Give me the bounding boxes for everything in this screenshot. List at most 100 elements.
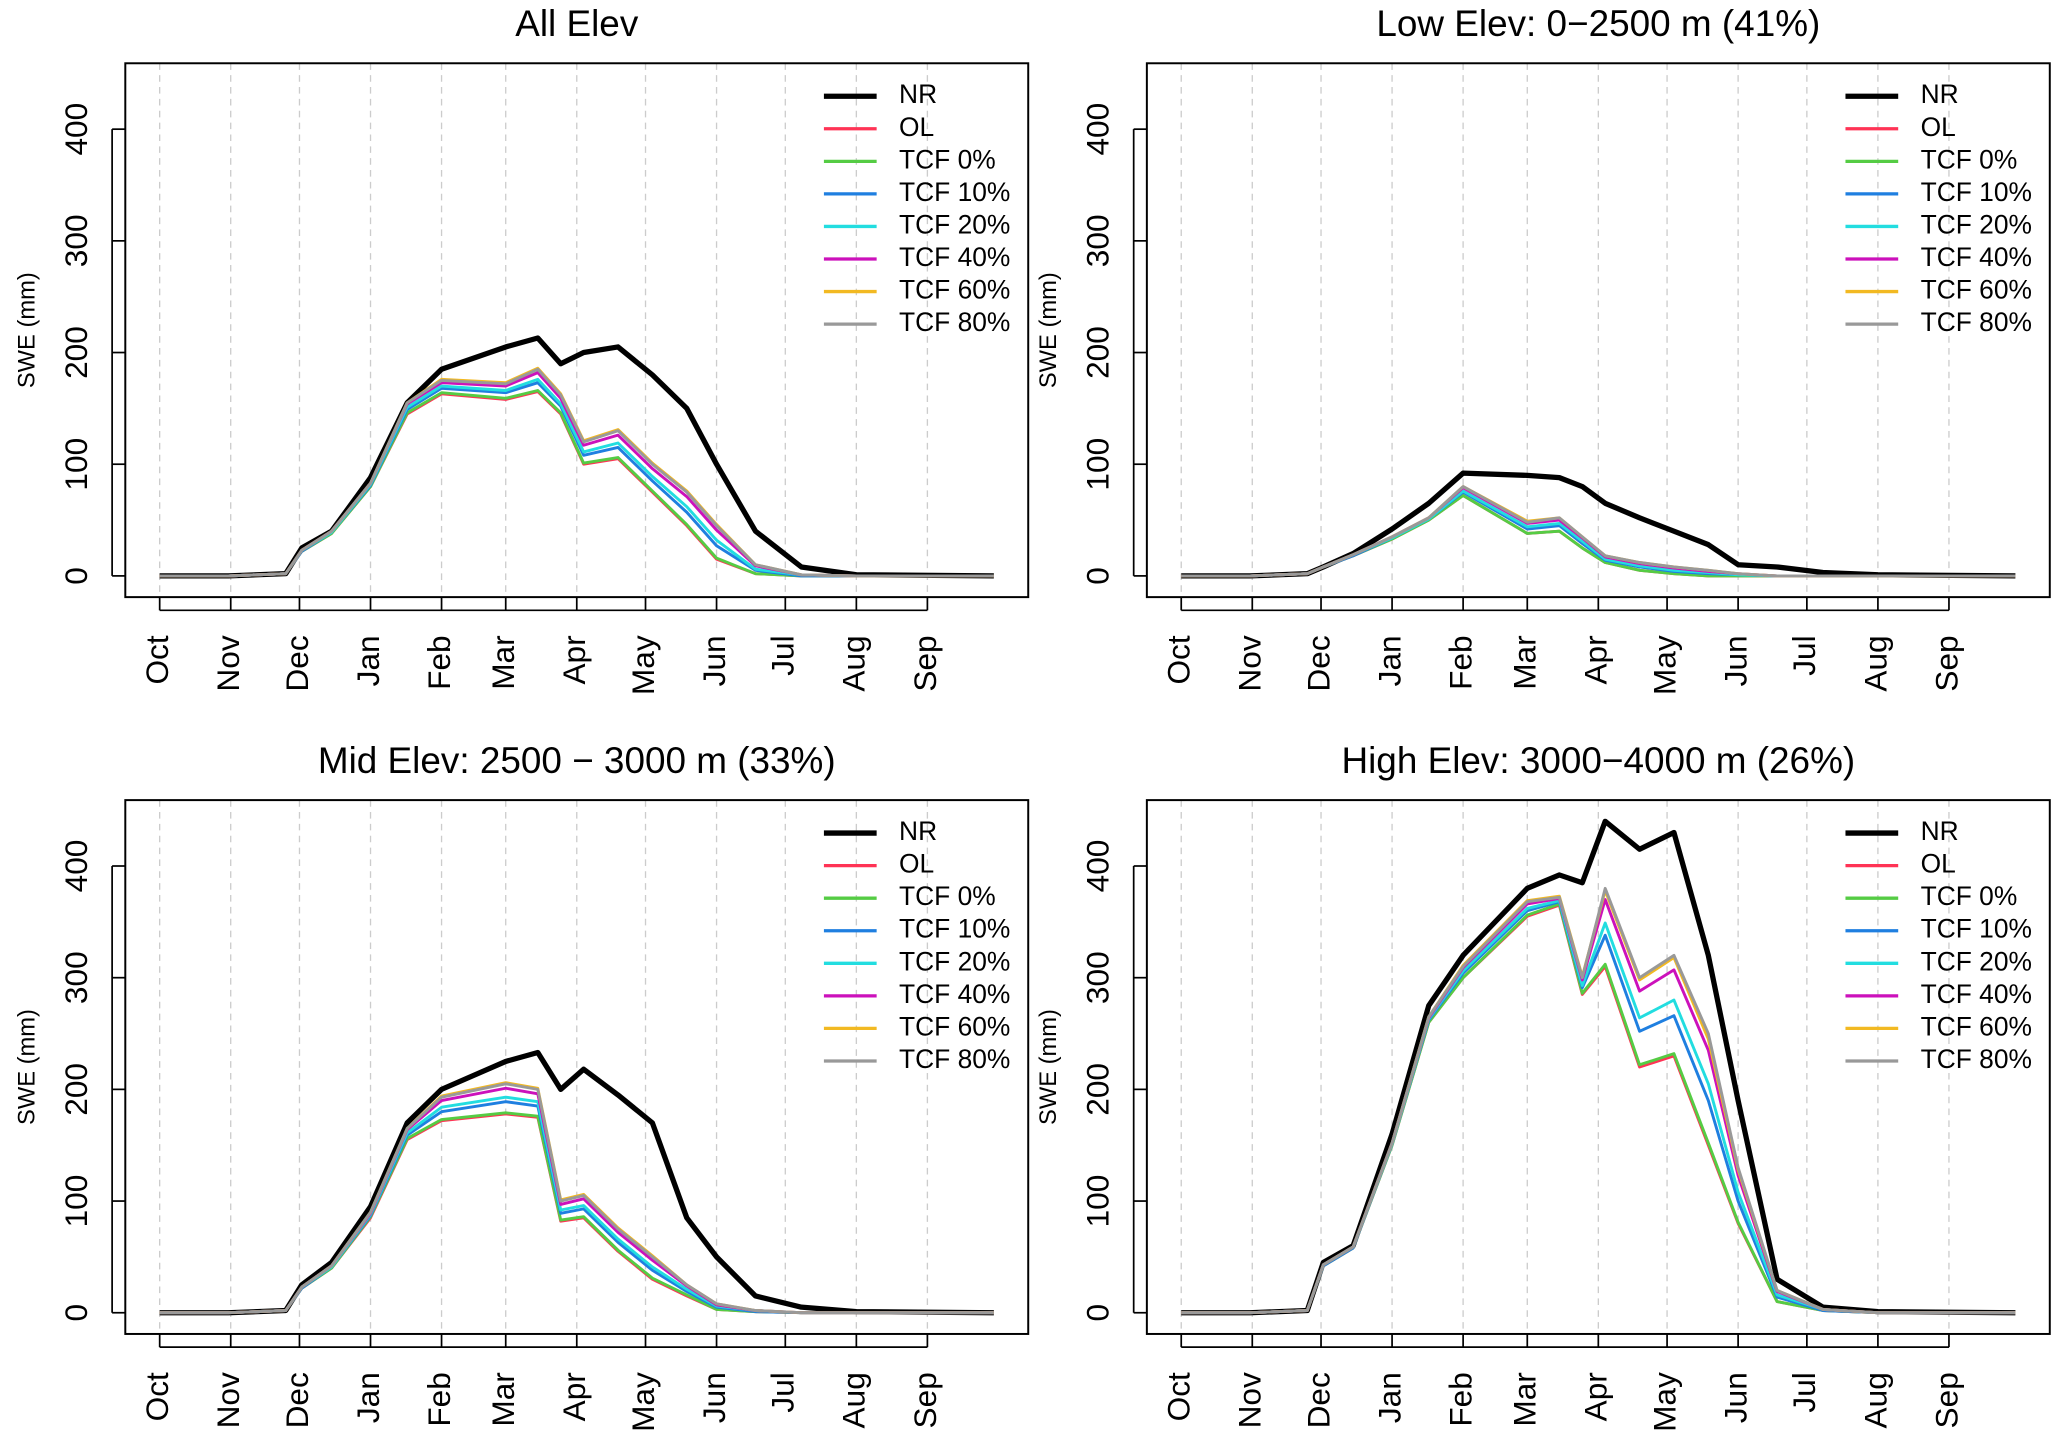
legend-label: TCF 80% [899,1044,1010,1074]
x-tick-label: Mar [1507,635,1543,689]
x-tick-label: May [625,1372,661,1432]
series-line [1181,818,2016,1316]
x-tick-label: Sep [1928,1372,1964,1428]
panel: All Elev SWE (mm) Oct Nov Dec Jan Feb Mar Apr May… [14,3,1030,695]
x-tick-label: Aug [1857,1372,1893,1428]
y-tick-label: 300 [1080,214,1116,267]
legend-label: NR [899,79,937,109]
y-tick-label: 400 [1080,840,1116,893]
chart-title: All Elev [515,3,639,44]
legend-label: TCF 40% [899,242,1010,272]
y-tick-label: 400 [58,103,94,156]
x-tick-label: Jan [1371,635,1407,686]
y-tick-label: 300 [58,214,94,267]
y-tick-label: 100 [58,438,94,491]
legend-label: TCF 10% [899,914,1010,944]
legend-label: TCF 80% [899,307,1010,337]
x-tick-label: Oct [1161,635,1197,684]
y-tick-label: 0 [58,567,94,585]
legend-label: TCF 20% [1921,946,2032,976]
x-tick-label: Jul [765,1372,801,1412]
y-axis-label: SWE (mm) [1036,272,1062,388]
y-tick-label: 200 [58,1063,94,1116]
series-line [159,1111,994,1315]
y-axis-label: SWE (mm) [14,1009,40,1125]
y-tick-label: 400 [58,840,94,893]
plot-frame [1145,799,2051,1335]
y-tick-label: 300 [1080,951,1116,1004]
x-tick-label: Jul [1786,635,1822,675]
x-tick-label: Jun [696,635,732,686]
x-tick-label: Apr [556,1372,592,1421]
legend-label: TCF 80% [1921,1044,2032,1074]
x-tick-label: Nov [210,1372,246,1428]
series-line [159,1082,994,1315]
legend-label: TCF 0% [1921,144,2018,174]
panel: Mid Elev: 2500 − 3000 m (33%) SWE (mm) Oct… [14,740,1030,1432]
x-tick-label: May [1646,1372,1682,1432]
legend-label: TCF 10% [899,177,1010,207]
series-line [159,335,994,579]
y-axis-label: SWE (mm) [14,272,40,388]
series-line [1181,886,2016,1315]
chart-title: Low Elev: 0−2500 m (41%) [1376,3,1820,44]
y-tick-label: 100 [1080,1175,1116,1228]
x-tick-label: Nov [210,635,246,691]
x-tick-label: Jun [1717,635,1753,686]
legend-label: TCF 10% [1921,177,2032,207]
y-tick-label: 200 [58,326,94,379]
x-tick-label: Oct [139,1372,175,1421]
series-line [1181,485,2016,578]
legend-label: TCF 60% [899,275,1010,305]
x-tick-label: Jan [350,1372,386,1423]
legend-label: NR [1921,79,1959,109]
x-tick-label: Mar [485,1372,521,1426]
x-tick-label: Apr [556,635,592,684]
legend-label: TCF 80% [1921,307,2032,337]
series-line [159,1049,994,1316]
legend-label: TCF 20% [899,209,1010,239]
x-tick-label: Apr [1578,635,1614,684]
x-tick-label: Feb [421,1372,457,1427]
legend-label: TCF 60% [899,1011,1010,1041]
x-tick-label: Dec [279,635,315,691]
x-tick-label: Jan [350,635,386,686]
x-tick-label: Sep [907,1372,943,1428]
x-tick-label: Aug [1857,635,1893,691]
y-tick-label: 100 [1080,438,1116,491]
series-line [159,371,994,578]
x-tick-label: Mar [485,635,521,689]
legend-label: NR [1921,816,1959,846]
x-tick-label: Dec [1300,635,1336,691]
x-tick-label: May [625,635,661,695]
chart-title: High Elev: 3000−4000 m (26%) [1341,740,1855,781]
x-tick-label: Mar [1507,1372,1543,1426]
y-tick-label: 300 [58,951,94,1004]
x-tick-label: Aug [836,1372,872,1428]
x-tick-label: Oct [139,635,175,684]
x-tick-label: Nov [1232,1372,1268,1428]
x-tick-label: Jun [1717,1372,1753,1423]
y-tick-label: 100 [58,1175,94,1228]
x-tick-label: Jul [1786,1372,1822,1412]
x-tick-label: Jan [1371,1372,1407,1423]
x-tick-label: Aug [836,635,872,691]
series-line [159,1112,994,1315]
legend-label: OL [899,112,934,142]
x-tick-label: Sep [1928,635,1964,691]
legend-label: OL [1921,849,1956,879]
plot-frame [1145,62,2051,599]
legend-label: TCF 20% [899,946,1010,976]
x-tick-label: Feb [1442,1372,1478,1427]
legend-label: TCF 60% [1921,1011,2032,1041]
x-tick-label: Jul [765,635,801,675]
legend-label: TCF 40% [1921,979,2032,1009]
y-tick-label: 0 [1080,567,1116,585]
x-tick-label: May [1646,635,1682,695]
x-tick-label: Oct [1161,1372,1197,1421]
y-tick-label: 0 [58,1304,94,1322]
y-tick-label: 200 [1080,1063,1116,1116]
y-tick-label: 0 [1080,1304,1116,1322]
